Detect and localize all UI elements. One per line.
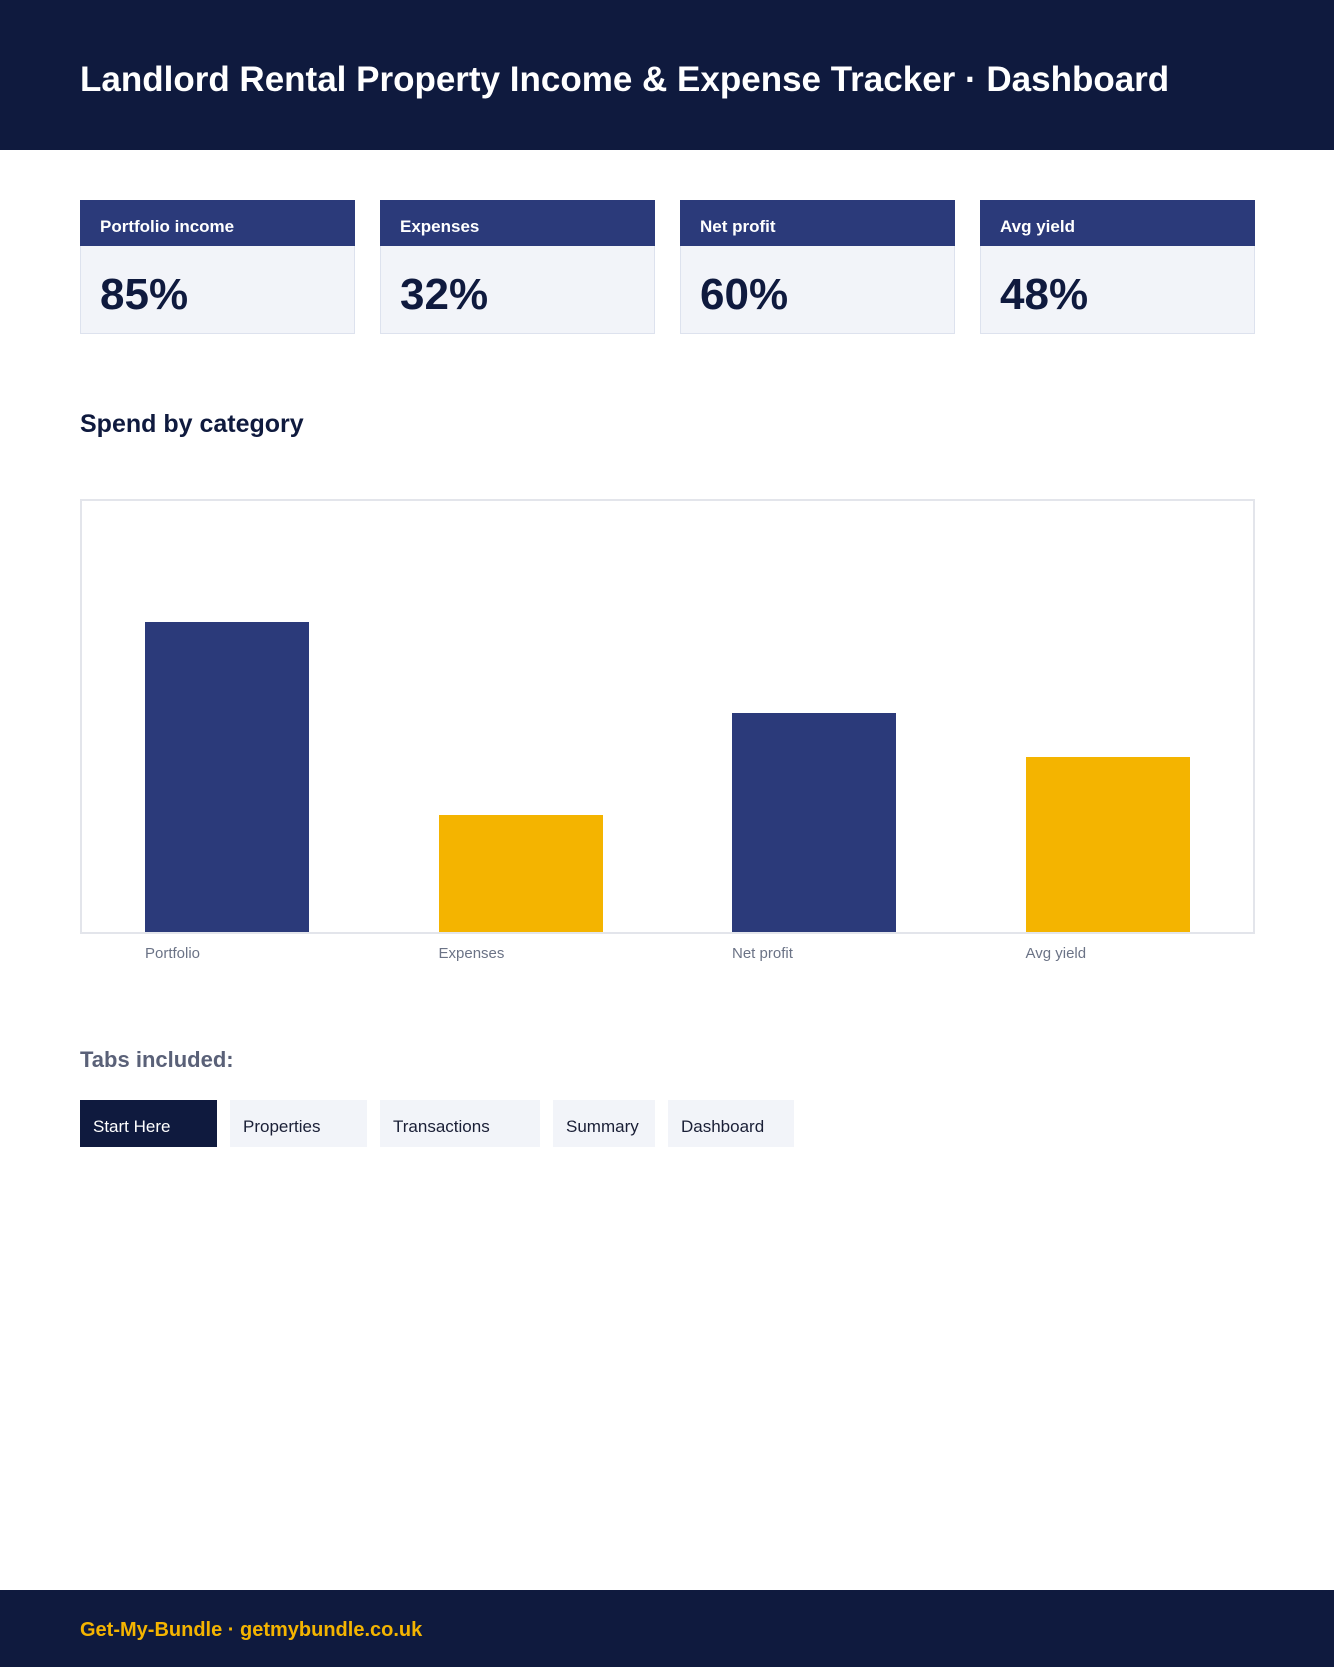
tab-dashboard[interactable]: Dashboard bbox=[668, 1100, 794, 1147]
kpi-label: Expenses bbox=[380, 200, 655, 246]
spend-bar-chart bbox=[80, 499, 1255, 934]
chart-section-title: Spend by category bbox=[80, 410, 304, 438]
kpi-label: Net profit bbox=[680, 200, 955, 246]
kpi-card-net-profit: Net profit 60% bbox=[680, 200, 955, 334]
tab-transactions[interactable]: Transactions bbox=[380, 1100, 540, 1147]
bar-net-profit bbox=[732, 713, 896, 932]
footer-brand: Get-My-Bundle · getmybundle.co.uk bbox=[80, 1619, 423, 1641]
kpi-value: 32% bbox=[380, 246, 655, 334]
page-title: Landlord Rental Property Income & Expens… bbox=[80, 60, 1170, 99]
kpi-value: 85% bbox=[80, 246, 355, 334]
tab-summary[interactable]: Summary bbox=[553, 1100, 655, 1147]
kpi-label: Avg yield bbox=[980, 200, 1255, 246]
kpi-value: 60% bbox=[680, 246, 955, 334]
kpi-card-expenses: Expenses 32% bbox=[380, 200, 655, 334]
x-tick-label: Net profit bbox=[732, 945, 793, 962]
kpi-cards: Portfolio income 85% Expenses 32% Net pr… bbox=[80, 200, 1255, 334]
bar-expenses bbox=[438, 815, 603, 932]
bar-portfolio bbox=[145, 622, 309, 932]
x-tick-label: Avg yield bbox=[1025, 945, 1087, 962]
tab-start-here[interactable]: Start Here bbox=[80, 1100, 217, 1147]
x-tick-label: Portfolio bbox=[145, 945, 201, 962]
bar-avg-yield bbox=[1025, 757, 1190, 932]
tab-properties[interactable]: Properties bbox=[230, 1100, 367, 1147]
page-header: Landlord Rental Property Income & Expens… bbox=[0, 0, 1334, 150]
kpi-card-avg-yield: Avg yield 48% bbox=[980, 200, 1255, 334]
kpi-value: 48% bbox=[980, 246, 1255, 334]
page-footer: Get-My-Bundle · getmybundle.co.uk bbox=[0, 1590, 1334, 1667]
x-tick-label: Expenses bbox=[438, 945, 505, 962]
kpi-card-portfolio-income: Portfolio income 85% bbox=[80, 200, 355, 334]
tabs-included-heading: Tabs included: bbox=[80, 1047, 234, 1072]
kpi-label: Portfolio income bbox=[80, 200, 355, 246]
